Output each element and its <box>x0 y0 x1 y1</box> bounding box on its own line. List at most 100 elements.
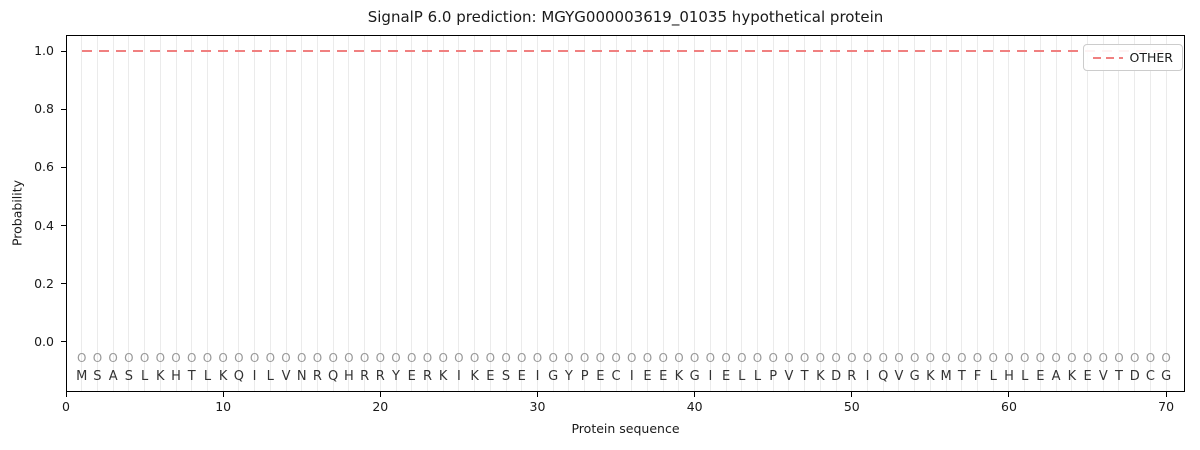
residue-letter: L <box>266 368 274 384</box>
gridline <box>301 35 303 392</box>
residue-letter: C <box>1145 368 1155 384</box>
y-tick-label: 0.6 <box>34 159 54 175</box>
x-tick-mark <box>694 392 696 397</box>
residue-letter: Y <box>392 368 401 384</box>
residue-class-marker: O <box>925 350 936 365</box>
x-tick-label: 60 <box>1001 399 1017 414</box>
residue-class-marker: O <box>391 350 401 365</box>
gridline <box>819 35 821 392</box>
residue-class-marker: O <box>721 350 731 365</box>
residue-letter: E <box>596 368 605 384</box>
gridline <box>1008 35 1010 392</box>
residue-class-marker: O <box>1129 350 1140 365</box>
residue-class-marker: O <box>941 350 951 365</box>
residue-letter: K <box>674 368 684 384</box>
residue-letter: D <box>1129 368 1140 384</box>
residue-class-marker: O <box>658 350 668 365</box>
gridline <box>1071 35 1073 392</box>
gridline <box>128 35 130 392</box>
residue-letter: L <box>1021 368 1029 384</box>
residue-letter: H <box>171 368 181 384</box>
residue-letter: I <box>865 368 870 384</box>
gridline <box>458 35 460 392</box>
gridline <box>159 35 161 392</box>
residue-letter: L <box>203 368 212 384</box>
residue-letter: R <box>847 368 857 384</box>
residue-class-marker: O <box>988 350 998 365</box>
gridline <box>238 35 240 392</box>
gridline <box>898 35 900 392</box>
gridline <box>379 35 381 392</box>
residue-letter: I <box>708 368 713 384</box>
residue-class-marker: O <box>1019 350 1030 365</box>
residue-letter: S <box>93 368 102 384</box>
gridline <box>1055 35 1057 392</box>
y-axis-label: Probability <box>9 179 25 247</box>
residue-class-marker: O <box>202 350 213 365</box>
x-tick-mark <box>851 392 853 397</box>
residue-class-marker: O <box>705 350 716 365</box>
residue-class-marker: O <box>249 350 260 365</box>
gridline <box>1087 35 1089 392</box>
gridline <box>599 35 601 392</box>
gridline <box>364 35 366 392</box>
residue-class-marker: O <box>139 350 150 365</box>
gridline <box>521 35 523 392</box>
residue-letter: S <box>501 368 511 384</box>
x-tick-label: 10 <box>215 399 232 414</box>
x-tick-mark <box>1165 392 1167 397</box>
residue-letter: D <box>831 368 842 384</box>
x-tick-mark <box>222 392 224 397</box>
residue-class-marker: O <box>469 350 480 365</box>
residue-class-marker: O <box>674 350 684 365</box>
residue-letter: L <box>753 368 762 384</box>
residue-class-marker: O <box>297 350 307 365</box>
residue-letter: I <box>456 368 461 384</box>
residue-class-marker: O <box>108 350 118 365</box>
residue-letter: E <box>643 368 652 384</box>
y-tick-label: 0.0 <box>34 333 54 349</box>
gridline <box>945 35 947 392</box>
x-tick-mark <box>1008 392 1010 397</box>
residue-letter: E <box>486 368 495 384</box>
residue-letter: G <box>1161 368 1172 384</box>
residue-letter: N <box>296 368 307 384</box>
residue-class-marker: O <box>784 350 794 365</box>
gridline <box>348 35 350 392</box>
gridline <box>694 35 696 392</box>
residue-class-marker: O <box>328 350 338 365</box>
residue-letter: E <box>721 368 731 384</box>
residue-letter: Q <box>328 368 339 384</box>
gridline <box>1118 35 1120 392</box>
x-tick-label: 0 <box>62 399 70 414</box>
residue-letter: A <box>1051 368 1061 384</box>
residue-class-marker: O <box>1067 350 1077 365</box>
residue-letter: K <box>816 368 825 384</box>
gridline <box>757 35 759 392</box>
residue-class-marker: O <box>532 350 543 365</box>
residue-class-marker: O <box>422 350 433 365</box>
residue-class-marker: O <box>407 350 417 365</box>
residue-letter: M <box>940 368 952 384</box>
residue-class-marker: O <box>218 350 228 365</box>
gridline <box>175 35 177 392</box>
residue-class-marker: O <box>312 350 323 365</box>
gridline <box>1165 35 1167 392</box>
gridline <box>741 35 743 392</box>
residue-class-marker: O <box>454 350 464 365</box>
gridline <box>615 35 617 392</box>
y-tick-mark <box>61 166 66 168</box>
y-tick-mark <box>61 108 66 110</box>
gridline <box>882 35 884 392</box>
residue-class-marker: O <box>1161 350 1171 365</box>
gridline <box>914 35 916 392</box>
residue-class-marker: O <box>517 350 527 365</box>
residue-class-marker: O <box>689 350 700 365</box>
gridline <box>662 35 664 392</box>
residue-class-marker: O <box>642 350 653 365</box>
residue-class-marker: O <box>909 350 920 365</box>
residue-letter: F <box>973 368 982 384</box>
gridline <box>552 35 554 392</box>
x-tick-label: 20 <box>372 399 389 414</box>
